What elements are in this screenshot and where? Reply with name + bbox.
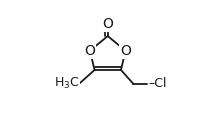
Text: O: O bbox=[84, 44, 95, 58]
Text: –Cl: –Cl bbox=[149, 77, 167, 90]
Text: H$_3$C: H$_3$C bbox=[54, 76, 80, 91]
Text: O: O bbox=[102, 17, 113, 31]
Text: O: O bbox=[120, 44, 131, 58]
